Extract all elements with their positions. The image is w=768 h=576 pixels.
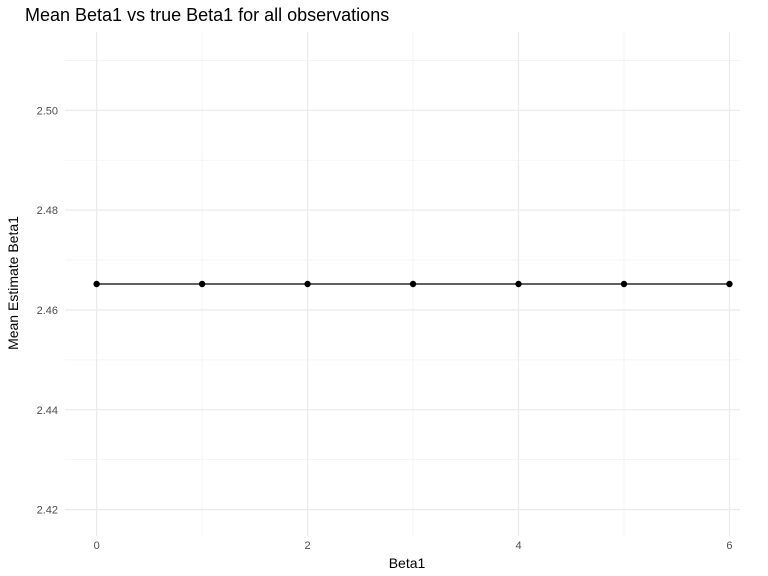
x-tick-label: 6 (726, 540, 732, 552)
data-point (409, 280, 417, 288)
x-axis-title: Beta1 (389, 555, 426, 571)
grid-layer (65, 32, 740, 536)
y-tick-label: 2.46 (37, 305, 58, 317)
data-point (93, 280, 100, 288)
chart-title: Mean Beta1 vs true Beta1 for all observa… (25, 5, 389, 25)
y-tick-label: 2.44 (37, 405, 58, 417)
y-tick-label: 2.50 (37, 105, 58, 117)
y-tick-label: 2.48 (37, 205, 58, 217)
x-tick-label: 0 (94, 540, 100, 552)
y-axis-title: Mean Estimate Beta1 (5, 216, 21, 350)
data-point (198, 280, 206, 288)
x-tick-label: 2 (305, 540, 311, 552)
series-layer (93, 280, 733, 288)
y-ticks-layer: 2.42 2.44 2.46 2.48 2.50 (37, 105, 58, 516)
x-tick-label: 4 (515, 540, 521, 552)
y-tick-label: 2.42 (37, 505, 58, 517)
data-point (304, 280, 311, 288)
x-ticks-layer: 0 2 4 6 (94, 540, 733, 552)
data-point (726, 280, 733, 288)
data-point (620, 280, 628, 288)
data-point (515, 280, 522, 288)
